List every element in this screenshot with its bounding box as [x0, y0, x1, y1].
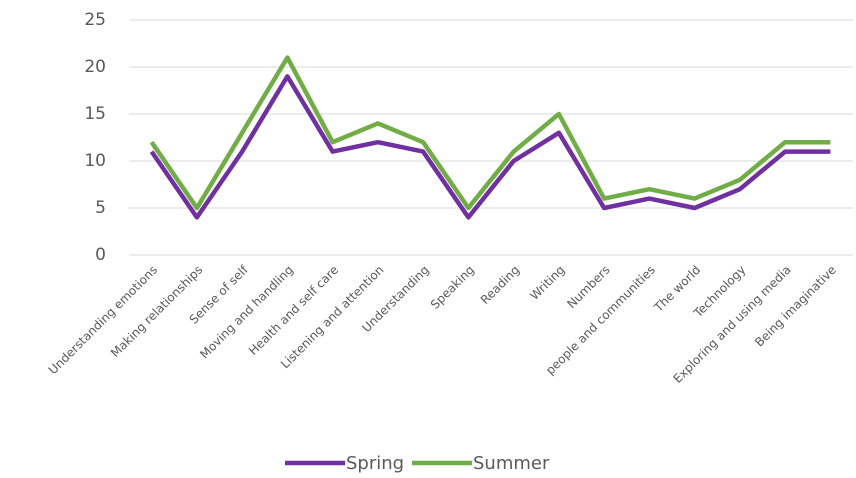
y-tick-label: 0 [95, 245, 106, 265]
x-tick-label: Health and self care [246, 263, 341, 358]
y-tick-label: 5 [95, 198, 106, 218]
legend-label: Spring [346, 453, 404, 474]
line [149, 74, 831, 220]
legend-label: Summer [473, 453, 550, 474]
y-tick-label: 10 [84, 151, 106, 171]
x-tick-label: Being imaginative [752, 263, 839, 350]
line [149, 55, 831, 211]
y-tick-label: 15 [84, 104, 106, 124]
x-tick-label: Writing [527, 263, 567, 303]
x-tick-label: Numbers [564, 263, 612, 311]
y-tick-label: 25 [84, 10, 106, 30]
x-tick-label: Speaking [428, 263, 477, 312]
y-tick-label: 20 [84, 57, 106, 77]
x-tick-label: Reading [478, 263, 522, 307]
